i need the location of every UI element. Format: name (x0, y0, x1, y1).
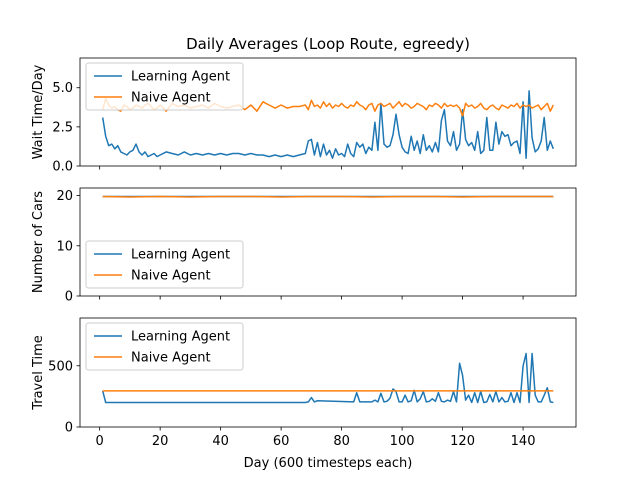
wait-time-legend-label: Learning Agent (131, 70, 230, 85)
travel-time-axes-frame (79, 317, 577, 428)
number-of-cars-axes-frame (79, 187, 577, 297)
travel-time-y-axis-label: Travel Time (31, 335, 46, 411)
travel-time-series-learning-agent (101, 352, 554, 404)
x-tick-label: 0 (96, 434, 104, 449)
wait-time-series-learning-agent (101, 90, 554, 159)
travel-time-y-tick-label: 500 (48, 359, 73, 374)
x-tick-label: 140 (511, 434, 536, 449)
wait-time-y-tick-label: 2.5 (52, 120, 73, 135)
number-of-cars-subplot: 0 10 20 Number of Cars Learning Agent Naive A… (31, 187, 577, 305)
number-of-cars-legend-label: Naive Agent (131, 269, 211, 284)
x-tick-label: 100 (390, 434, 415, 449)
x-tick-label: 120 (450, 434, 475, 449)
x-tick-label: 40 (212, 434, 229, 449)
wait-time-legend-label: Naive Agent (131, 91, 211, 106)
travel-time-legend-label: Naive Agent (131, 351, 211, 366)
number-of-cars-y-tick-label: 20 (56, 189, 73, 204)
wait-time-subplot: 0.0 2.5 5.0 Wait Time/Day Learning Agent Naiv… (31, 57, 577, 175)
x-axis-label: Day (600 timesteps each) (244, 456, 413, 471)
wait-time-y-axis-label: Wait Time/Day (31, 64, 46, 159)
travel-time-subplot: 0 500 0 20 40 60 80 100 120 140 Travel Time Learnin… (31, 317, 577, 449)
number-of-cars-y-tick-label: 10 (56, 239, 73, 254)
chart-title: Daily Averages (Loop Route, egreedy) (186, 35, 470, 53)
number-of-cars-legend-box (85, 240, 244, 289)
travel-time-legend-label: Learning Agent (131, 330, 230, 345)
wait-time-legend-box (85, 62, 244, 111)
number-of-cars-y-axis-label: Number of Cars (31, 191, 46, 293)
travel-time-y-tick-label: 0 (65, 421, 73, 436)
x-tick-label: 60 (273, 434, 290, 449)
wait-time-y-tick-label: 5.0 (52, 81, 73, 96)
number-of-cars-series-naive-agent (102, 195, 554, 198)
number-of-cars-legend-label: Learning Agent (131, 248, 230, 263)
wait-time-axes-frame (79, 57, 577, 167)
travel-time-legend-box (85, 322, 244, 371)
wait-time-y-tick-label: 0.0 (52, 160, 73, 175)
x-tick-label: 20 (152, 434, 169, 449)
number-of-cars-y-tick-label: 0 (65, 290, 73, 305)
x-tick-label: 80 (333, 434, 350, 449)
